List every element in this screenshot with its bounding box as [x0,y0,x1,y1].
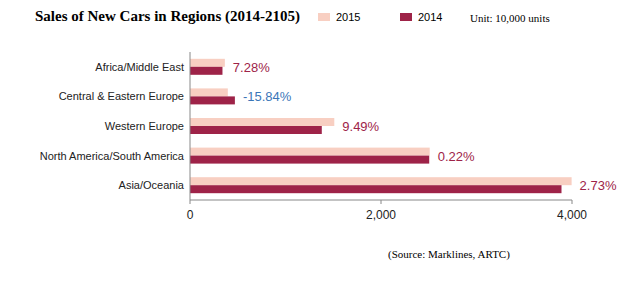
bar [190,118,334,126]
annotation: -15.84% [243,89,292,104]
unit-label: Unit: 10,000 units [470,12,550,24]
annotation: 0.22% [438,149,475,164]
annotation: 2.73% [580,178,617,193]
bar [190,156,429,164]
bar [190,96,235,104]
x-tick-label: 0 [187,208,194,222]
bar [190,67,222,75]
category-label: Asia/Oceania [119,179,185,191]
x-tick-label: 4,000 [557,208,587,222]
bar [190,59,225,67]
y-axis-line [190,52,191,200]
bar [190,185,561,193]
category-label: Central & Eastern Europe [59,90,184,102]
x-tick [572,200,573,204]
legend-swatch [400,13,412,21]
bar [190,177,572,185]
source: (Source: Marklines, ARTC) [388,248,510,261]
bar [190,88,228,96]
x-tick-label: 2,000 [366,208,396,222]
chart: Sales of New Cars in Regions (2014-2105)… [0,0,640,293]
x-tick [381,200,382,204]
title: Sales of New Cars in Regions (2014-2105) [35,8,300,25]
x-tick [190,200,191,204]
legend-label: 2015 [336,11,360,23]
annotation: 7.28% [233,60,270,75]
legend-swatch [318,13,330,21]
category-label: Africa/Middle East [95,61,184,73]
legend-label: 2014 [418,11,442,23]
annotation: 9.49% [342,119,379,134]
bars [190,59,572,193]
bar [190,148,430,156]
category-label: Western Europe [105,120,184,132]
category-label: North America/South America [40,150,185,162]
bar [190,126,322,134]
